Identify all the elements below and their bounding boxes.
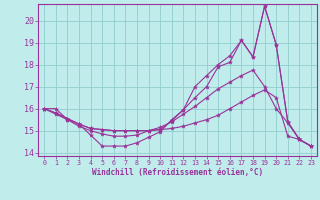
X-axis label: Windchill (Refroidissement éolien,°C): Windchill (Refroidissement éolien,°C) xyxy=(92,168,263,177)
